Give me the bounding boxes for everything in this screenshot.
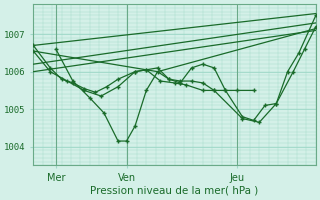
X-axis label: Pression niveau de la mer( hPa ): Pression niveau de la mer( hPa ) [91,186,259,196]
